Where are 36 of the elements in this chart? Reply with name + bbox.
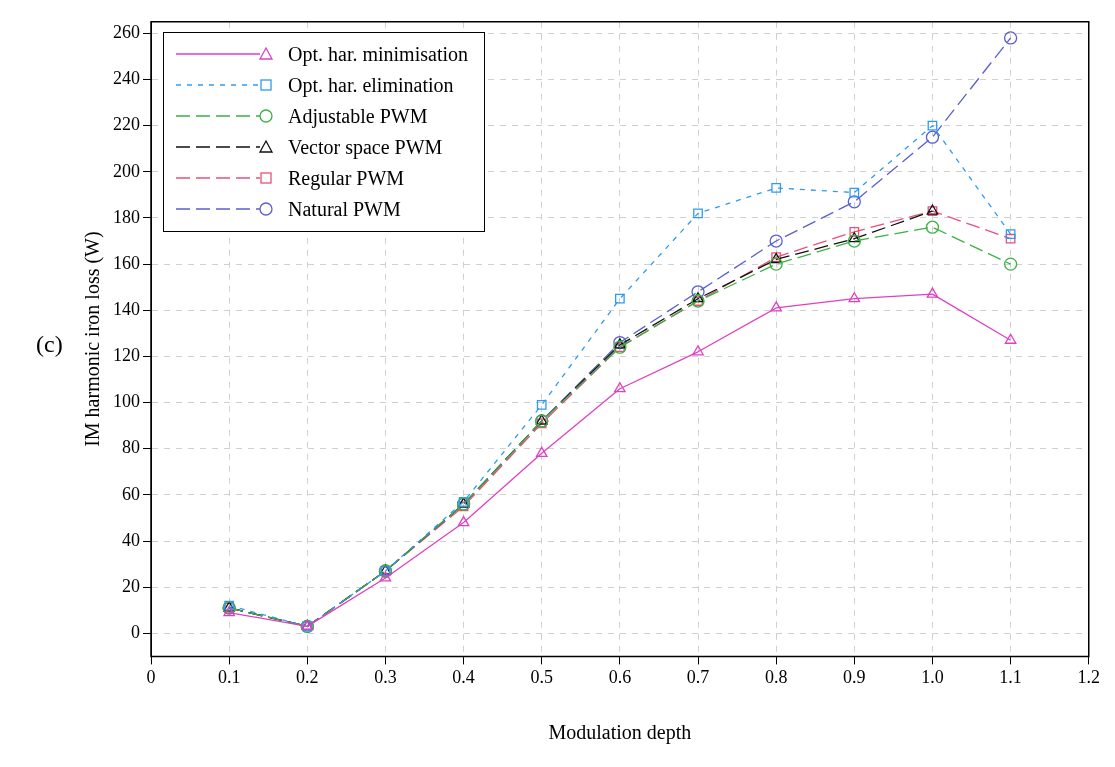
x-tick-label: 1.2 <box>1077 666 1100 687</box>
y-tick-label: 40 <box>122 529 140 550</box>
y-axis-title: IM harmonic iron loss (W) <box>81 231 105 447</box>
x-tick-label: 1.1 <box>999 666 1022 687</box>
y-tick-label: 200 <box>113 160 140 181</box>
legend-label: Natural PWM <box>288 197 401 221</box>
x-tick-label: 0.7 <box>686 666 710 687</box>
legend-label: Vector space PWM <box>288 135 443 159</box>
y-tick-label: 60 <box>122 483 140 504</box>
y-tick-label: 220 <box>113 114 140 135</box>
x-tick-label: 0.1 <box>217 666 241 687</box>
x-tick-label: 0.4 <box>452 666 475 687</box>
y-tick-label: 80 <box>122 437 140 458</box>
legend-label: Adjustable PWM <box>288 104 428 128</box>
legend-label: Regular PWM <box>288 166 405 190</box>
x-tick-label: 0.8 <box>764 666 788 687</box>
legend-label: Opt. har. minimisation <box>288 42 468 66</box>
x-tick-label: 0.6 <box>608 666 632 687</box>
y-tick-label: 180 <box>113 206 140 227</box>
x-axis-title: Modulation depth <box>548 721 692 745</box>
y-tick-label: 120 <box>113 345 140 366</box>
legend-label: Opt. har. elimination <box>288 73 454 97</box>
y-tick-label: 0 <box>131 622 140 643</box>
y-tick-label: 100 <box>113 391 140 412</box>
x-tick-label: 0 <box>146 666 156 687</box>
y-tick-label: 240 <box>113 68 140 89</box>
text: (c) <box>36 330 63 357</box>
x-tick-label: 0.9 <box>843 666 866 687</box>
y-tick-label: 20 <box>122 575 140 596</box>
y-tick-label: 160 <box>113 252 140 273</box>
x-tick-label: 0.5 <box>530 666 553 687</box>
x-tick-label: 0.3 <box>374 666 397 687</box>
y-tick-label: 260 <box>113 22 140 43</box>
x-tick-label: 1.0 <box>921 666 944 687</box>
x-tick-label: 0.2 <box>296 666 319 687</box>
y-tick-label: 140 <box>113 298 140 319</box>
